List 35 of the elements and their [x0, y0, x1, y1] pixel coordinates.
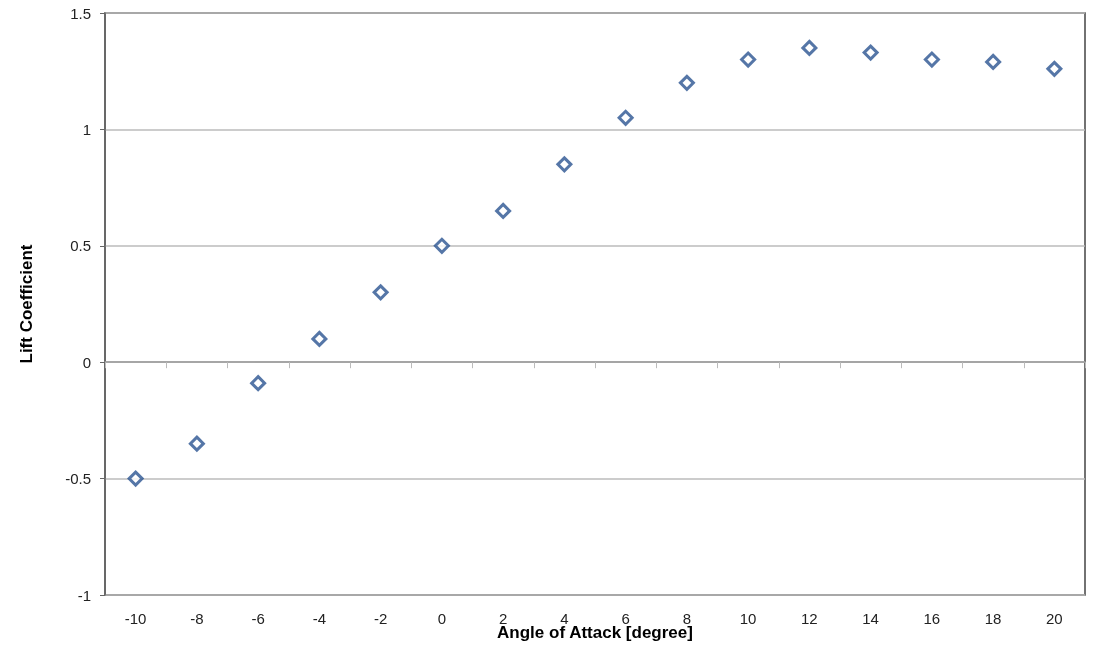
point: [862, 44, 879, 61]
point: [372, 284, 389, 301]
x-tick-label: -4: [312, 610, 327, 627]
point: [250, 375, 267, 392]
point: [311, 330, 328, 347]
y-tick-label: 0: [82, 353, 91, 371]
x-tick-label: 10: [739, 610, 757, 627]
point: [678, 74, 695, 91]
x-tick-label: 20: [1046, 610, 1063, 627]
x-tick-label: -10: [124, 610, 147, 627]
point: [495, 202, 512, 219]
y-tick-label: -1: [77, 586, 91, 604]
point: [433, 237, 450, 254]
x-tick-label: 18: [984, 610, 1002, 627]
x-tick-label: -8: [190, 610, 204, 627]
point: [617, 109, 634, 126]
x-tick-label: -6: [251, 610, 265, 627]
point: [127, 470, 144, 487]
point: [801, 39, 818, 56]
x-tick-label: 0: [437, 610, 447, 627]
x-tick-label: -2: [373, 610, 388, 627]
y-tick-label: 1: [82, 120, 91, 138]
point: [1046, 60, 1063, 77]
point: [188, 435, 205, 452]
y-tick-label: 0.5: [70, 237, 91, 255]
y-tick-label: 1.5: [70, 4, 91, 22]
x-tick-label: 12: [801, 610, 818, 627]
y-tick-label: -0.5: [65, 470, 91, 488]
point: [740, 51, 757, 68]
x-tick-label: 14: [862, 610, 879, 627]
point: [985, 53, 1002, 70]
y-axis-title: Lift Coefficient: [17, 244, 36, 364]
point: [923, 51, 940, 68]
point: [556, 156, 573, 173]
x-tick-label: 16: [923, 610, 941, 627]
